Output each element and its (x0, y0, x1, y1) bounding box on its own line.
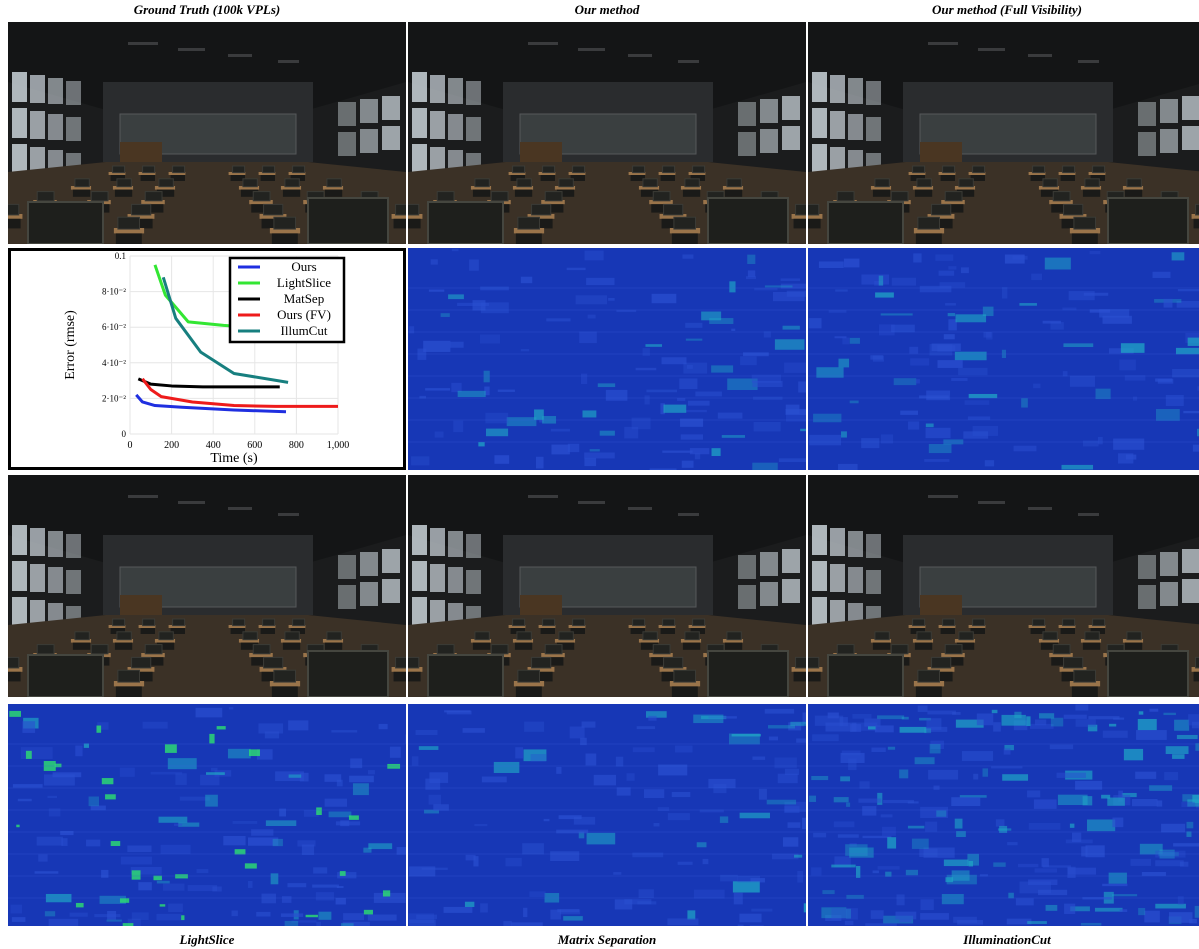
caption-matrix-separation: Matrix Separation (557, 932, 657, 947)
illuminationcut-error-map (808, 704, 1199, 926)
y-tick-label: 2·10⁻² (102, 393, 126, 403)
x-tick-label: 1,000 (327, 440, 350, 451)
our-method-render (408, 22, 806, 244)
lightslice-error-map (8, 704, 406, 926)
series-line-ours-fv (141, 377, 338, 408)
legend-label: Ours (FV) (277, 307, 331, 322)
series-line-matsep (137, 377, 280, 389)
chart-frame (8, 248, 406, 470)
x-tick-label: 800 (289, 440, 304, 451)
y-tick-label: 4·10⁻² (102, 358, 126, 368)
y-tick-label: 8·10⁻² (102, 287, 126, 297)
ground-truth-render (8, 22, 406, 244)
caption-full-visibility: Our method (Full Visibility) (932, 2, 1082, 17)
x-tick-label: 200 (164, 440, 179, 451)
caption-ground-truth: Ground Truth (100k VPLs) (133, 2, 281, 17)
matrix-separation-render (408, 475, 806, 697)
x-tick-label: 0 (128, 440, 133, 451)
y-tick-label: 0 (122, 429, 127, 439)
lightslice-render (8, 475, 406, 697)
legend-label: IllumCut (281, 323, 328, 338)
series-line-ours (135, 393, 287, 414)
x-axis-label: Time (s) (210, 451, 258, 466)
our-method-error-map (408, 248, 806, 470)
caption-lightslice: LightSlice (179, 932, 235, 947)
x-tick-label: 600 (247, 440, 262, 451)
legend-label: Ours (291, 259, 316, 274)
caption-our-method: Our method (574, 2, 640, 17)
matrix-separation-error-map (408, 704, 806, 926)
legend-label: LightSlice (277, 275, 331, 290)
caption-illuminationcut: IlluminationCut (963, 932, 1051, 947)
y-tick-label: 6·10⁻² (102, 322, 126, 332)
series-line-illumcut (161, 276, 289, 384)
full-visibility-error-map (808, 248, 1199, 470)
legend-label: MatSep (284, 291, 324, 306)
y-tick-label: 0.1 (115, 251, 126, 261)
x-tick-label: 400 (206, 440, 221, 451)
full-visibility-render (808, 22, 1199, 244)
illuminationcut-render (808, 475, 1199, 697)
error-vs-time-chart: 0 200 400 600 800 1,000 0 2·10⁻² 4·10⁻² 6·10⁻² 8·1… (8, 248, 406, 470)
y-axis-label: Error (rmse) (63, 310, 78, 380)
